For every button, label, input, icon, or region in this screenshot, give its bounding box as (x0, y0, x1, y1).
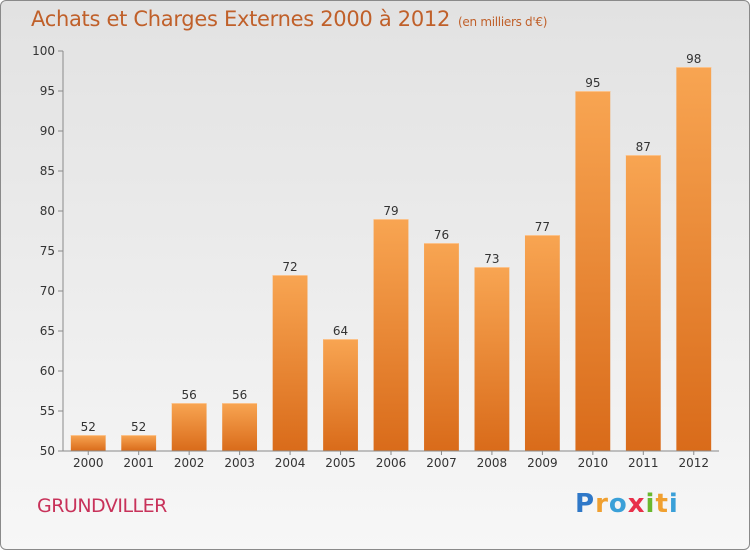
bar-2009 (524, 235, 560, 451)
logo-letter: i (668, 489, 679, 519)
logo-letter: x (627, 489, 646, 519)
bar-2007 (424, 243, 459, 451)
bar-2010 (575, 91, 611, 451)
data-label-2002: 56 (182, 388, 197, 402)
y-tick-label: 80 (40, 204, 55, 218)
x-tick-label-2006: 2006 (376, 456, 407, 470)
x-tick-label-2001: 2001 (123, 456, 154, 470)
data-label-2003: 56 (232, 388, 247, 402)
x-tick-label-2000: 2000 (73, 456, 104, 470)
data-label-2010: 95 (585, 76, 600, 90)
bar-2005 (323, 339, 358, 451)
data-label-2011: 87 (636, 140, 651, 154)
data-labels: 52 52 56 56 72 64 79 76 73 77 95 87 98 (81, 52, 702, 434)
logo-letter: r (595, 489, 609, 519)
x-axis: 2000 2001 2002 2003 2004 2005 2006 2007 2008 2009… (63, 450, 719, 470)
y-tick-label: 100 (32, 44, 55, 58)
data-label-2000: 52 (81, 420, 96, 434)
bar-2003 (222, 403, 258, 451)
chart-title-text: Achats et Charges Externes 2000 à 2012 (31, 7, 451, 31)
data-label-2008: 73 (484, 252, 499, 266)
x-tick-label-2005: 2005 (325, 456, 356, 470)
y-tick-label: 85 (40, 164, 55, 178)
y-tick-label: 70 (40, 284, 55, 298)
data-label-2007: 76 (434, 228, 449, 242)
bars (70, 67, 712, 451)
x-tick-label-2009: 2009 (527, 456, 558, 470)
commune-name: GRUNDVILLER (37, 495, 167, 517)
data-label-2004: 72 (282, 260, 297, 274)
y-tick-label: 55 (40, 404, 55, 418)
bar-2011 (625, 155, 661, 451)
logo-letter: i (645, 489, 656, 519)
logo-letter: t (655, 489, 669, 519)
logo-letter: o (608, 489, 628, 519)
y-tick-label: 75 (40, 244, 55, 258)
bar-2002 (171, 403, 207, 451)
chart-title: Achats et Charges Externes 2000 à 2012 (e… (31, 7, 547, 31)
bar-2012 (676, 67, 712, 451)
x-tick-label-2002: 2002 (174, 456, 205, 470)
chart-unit: (en milliers d'€) (458, 15, 548, 29)
proxiti-logo[interactable]: Proxiti (575, 489, 679, 519)
bar-2006 (373, 219, 409, 451)
y-axis: 50 55 60 65 70 75 80 85 90 95 100 (32, 44, 64, 458)
data-label-2009: 77 (535, 220, 550, 234)
y-tick-label: 95 (40, 84, 55, 98)
data-label-2012: 98 (686, 52, 701, 66)
x-tick-label-2008: 2008 (477, 456, 508, 470)
y-tick-label: 50 (40, 444, 55, 458)
x-tick-label-2011: 2011 (628, 456, 659, 470)
logo-letter: P (575, 489, 596, 519)
bar-2004 (272, 275, 308, 451)
x-tick-label-2010: 2010 (578, 456, 609, 470)
bar-2008 (474, 267, 510, 451)
data-label-2006: 79 (383, 204, 398, 218)
y-tick-label: 65 (40, 324, 55, 338)
y-tick-label: 60 (40, 364, 55, 378)
data-label-2001: 52 (131, 420, 146, 434)
bar-2000 (70, 435, 106, 451)
x-tick-label-2004: 2004 (275, 456, 306, 470)
y-tick-label: 90 (40, 124, 55, 138)
data-label-2005: 64 (333, 324, 348, 338)
x-tick-label-2007: 2007 (426, 456, 457, 470)
bar-2001 (121, 435, 157, 451)
x-tick-label-2003: 2003 (224, 456, 255, 470)
x-tick-label-2012: 2012 (678, 456, 709, 470)
